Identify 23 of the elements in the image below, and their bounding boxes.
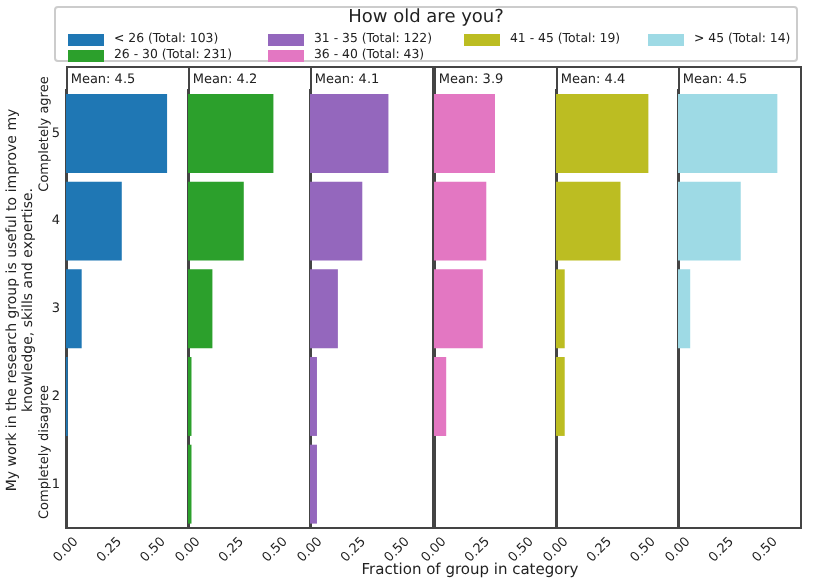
bar <box>188 93 274 173</box>
bar <box>678 269 691 349</box>
bar <box>556 93 649 173</box>
bar <box>434 269 483 349</box>
bar <box>678 93 778 173</box>
bar <box>310 181 363 261</box>
bar <box>310 269 338 349</box>
bar <box>556 269 565 349</box>
bar <box>556 181 621 261</box>
bar <box>66 93 168 173</box>
bar <box>66 269 82 349</box>
bar <box>188 181 244 261</box>
bar <box>310 93 389 173</box>
bar <box>188 269 213 349</box>
bar <box>310 357 317 436</box>
bar <box>434 93 495 173</box>
bar <box>678 181 741 261</box>
legend-title: How old are you? <box>346 8 506 28</box>
bar <box>310 444 317 524</box>
bar <box>556 357 565 436</box>
bar <box>434 357 447 436</box>
bar <box>434 181 487 261</box>
bar <box>66 181 122 261</box>
